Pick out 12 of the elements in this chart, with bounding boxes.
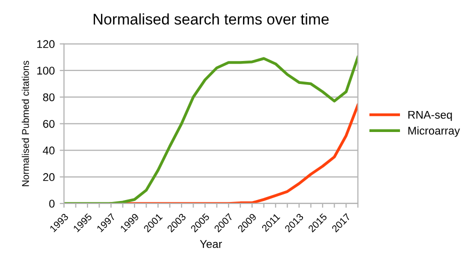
y-tick-label: 60 (43, 120, 55, 128)
legend-label: RNA-seq (408, 110, 452, 121)
legend-label: Microarray (408, 126, 460, 137)
y-tick-label: 40 (42, 146, 55, 154)
y-tick-label: 20 (43, 173, 55, 182)
y-tick-label: 100 (37, 66, 55, 75)
y-axis-title: Normalised Pubmed citations (22, 60, 29, 186)
chart-title: Normalised search terms over time (94, 13, 329, 25)
y-tick-label: 0 (49, 200, 55, 208)
x-axis-title: Year (200, 240, 222, 248)
y-tick-label: 120 (37, 40, 55, 48)
y-tick-label: 80 (43, 93, 55, 102)
